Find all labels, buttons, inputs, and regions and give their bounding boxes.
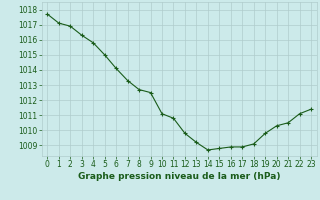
- X-axis label: Graphe pression niveau de la mer (hPa): Graphe pression niveau de la mer (hPa): [78, 172, 280, 181]
